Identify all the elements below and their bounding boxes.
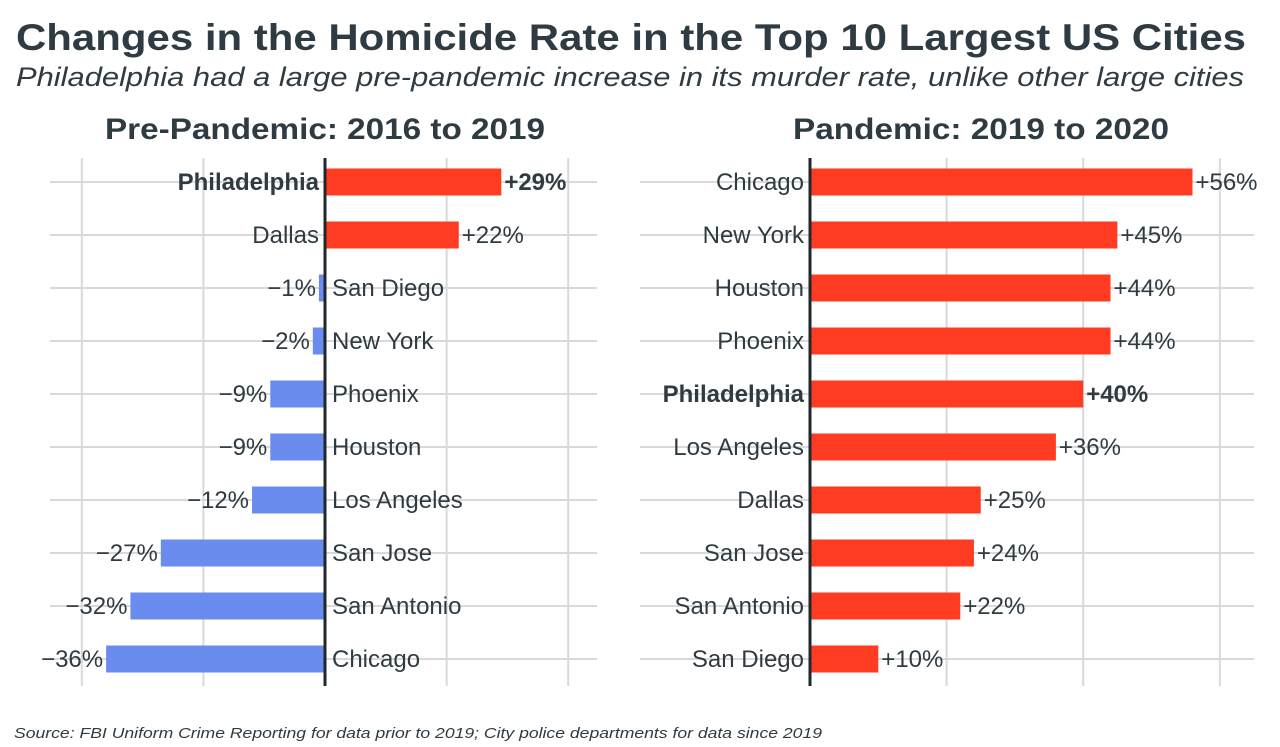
category-label: Dallas — [252, 222, 319, 249]
value-label: −1% — [267, 275, 316, 302]
left-panel: Philadelphia +29% Dallas +22% San Diego −1% Ne… — [41, 158, 597, 686]
value-label: +56% — [1195, 169, 1257, 196]
bar-los-angeles — [252, 486, 325, 514]
bar-san-jose — [810, 539, 974, 567]
bar-new-york — [810, 221, 1118, 249]
category-label: Phoenix — [332, 381, 419, 408]
value-label: −36% — [41, 646, 103, 673]
value-label: +22% — [963, 593, 1025, 620]
category-label: San Jose — [332, 540, 432, 567]
bar-phoenix — [270, 380, 325, 408]
category-label: Chicago — [332, 646, 420, 673]
value-label: +44% — [1114, 328, 1176, 355]
source-note: Source: FBI Uniform Crime Reporting for … — [14, 725, 823, 742]
value-label: −2% — [261, 328, 310, 355]
value-label: +25% — [984, 487, 1046, 514]
category-label: Philadelphia — [178, 169, 320, 196]
category-label: Chicago — [716, 169, 804, 196]
bar-philadelphia — [325, 168, 502, 196]
bar-san-antonio — [810, 592, 961, 620]
value-label: +40% — [1086, 381, 1148, 408]
right-panel-title: Pandemic: 2019 to 2020 — [793, 113, 1169, 146]
bar-san-jose — [160, 539, 325, 567]
chart-subtitle: Philadelphia had a large pre-pandemic in… — [16, 62, 1244, 92]
bar-san-diego — [318, 274, 325, 302]
category-label: Dallas — [737, 487, 804, 514]
value-label: +44% — [1114, 275, 1176, 302]
category-label: San Diego — [692, 646, 804, 673]
bar-philadelphia — [810, 380, 1084, 408]
value-label: −9% — [219, 381, 268, 408]
bar-houston — [270, 433, 325, 461]
category-label: New York — [332, 328, 434, 355]
left-panel-title: Pre-Pandemic: 2016 to 2019 — [105, 113, 545, 146]
category-label: San Antonio — [332, 593, 461, 620]
category-label: San Jose — [704, 540, 804, 567]
category-label: Houston — [715, 275, 804, 302]
category-label: San Diego — [332, 275, 444, 302]
value-label: −12% — [187, 487, 249, 514]
category-label: Houston — [332, 434, 421, 461]
bar-chicago — [106, 645, 326, 673]
category-label: Los Angeles — [673, 434, 804, 461]
value-label: +22% — [462, 222, 524, 249]
value-label: +36% — [1059, 434, 1121, 461]
category-label: San Antonio — [675, 593, 804, 620]
value-label: +10% — [881, 646, 943, 673]
bar-san-diego — [810, 645, 879, 673]
bar-dallas — [810, 486, 981, 514]
value-label: +24% — [977, 540, 1039, 567]
chart-title: Changes in the Homicide Rate in the Top … — [16, 17, 1246, 58]
bar-chicago — [810, 168, 1193, 196]
value-label: −27% — [96, 540, 158, 567]
category-label: New York — [703, 222, 805, 249]
category-label: Los Angeles — [332, 487, 463, 514]
bar-san-antonio — [130, 592, 325, 620]
category-label: Phoenix — [717, 328, 804, 355]
bar-phoenix — [810, 327, 1111, 355]
bar-new-york — [312, 327, 325, 355]
bar-houston — [810, 274, 1111, 302]
bar-los-angeles — [810, 433, 1056, 461]
value-label: +29% — [504, 169, 566, 196]
bar-dallas — [325, 221, 459, 249]
value-label: +45% — [1120, 222, 1182, 249]
category-label: Philadelphia — [663, 381, 805, 408]
value-label: −32% — [65, 593, 127, 620]
value-label: −9% — [219, 434, 268, 461]
right-panel: Chicago +56% New York +45% Houston +44% Phoeni… — [640, 158, 1258, 686]
